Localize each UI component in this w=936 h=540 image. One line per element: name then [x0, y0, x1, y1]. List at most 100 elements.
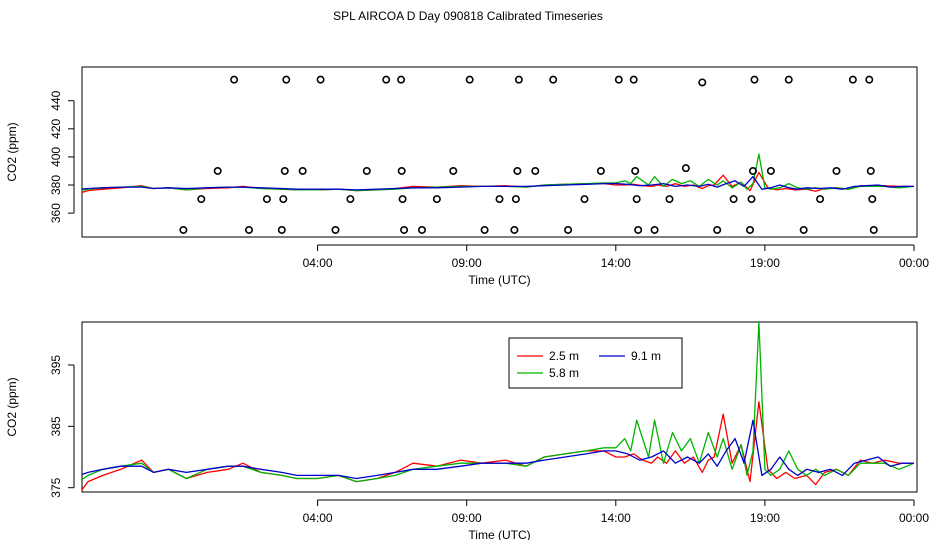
data-point	[747, 195, 756, 204]
data-point	[748, 166, 757, 175]
data-point	[432, 195, 441, 204]
data-point	[665, 195, 674, 204]
y-tick-label: 400	[49, 147, 63, 167]
data-point	[629, 75, 638, 84]
series-line-91m	[82, 419, 914, 480]
data-point	[869, 225, 878, 234]
data-point	[650, 225, 659, 234]
data-point	[179, 225, 188, 234]
x-tick-label: 19:00	[750, 256, 780, 270]
data-point	[564, 225, 573, 234]
data-point	[868, 195, 877, 204]
y-tick-label: 380	[49, 175, 63, 195]
data-point	[465, 75, 474, 84]
data-point	[745, 225, 754, 234]
x-axis-label: Time (UTC)	[468, 273, 530, 287]
data-point	[197, 195, 206, 204]
series-line-58m	[82, 153, 915, 192]
data-point	[634, 225, 643, 234]
data-point	[799, 225, 808, 234]
series-line-91m	[82, 175, 914, 191]
series-line-25m	[82, 171, 914, 194]
data-point	[449, 166, 458, 175]
legend-box	[508, 337, 683, 389]
series-group	[82, 322, 915, 491]
legend-label: 5.8 m	[549, 366, 579, 380]
data-point	[681, 164, 690, 173]
data-point	[277, 225, 286, 234]
data-point	[513, 166, 522, 175]
plot-frame	[81, 321, 918, 493]
data-point	[279, 195, 288, 204]
x-tick-label: 14:00	[601, 256, 631, 270]
data-point	[213, 166, 222, 175]
y-tick-label: 395	[49, 355, 63, 375]
data-point	[397, 166, 406, 175]
data-point	[866, 166, 875, 175]
plot-frame	[81, 66, 918, 238]
data-point	[511, 195, 520, 204]
x-tick-label: 09:00	[452, 511, 482, 525]
series-line-25m	[82, 401, 914, 491]
x-tick-label: 14:00	[601, 511, 631, 525]
data-point	[400, 225, 409, 234]
y-axis-label: CO2 (ppm)	[5, 377, 19, 436]
y-axis-label: CO2 (ppm)	[5, 122, 19, 181]
y-tick-label: 360	[49, 203, 63, 223]
series-group	[82, 153, 915, 194]
data-point	[596, 166, 605, 175]
data-point	[316, 75, 325, 84]
data-point	[280, 166, 289, 175]
bottom-panel: 04:00 09:00 14:00 19:00 00:00 Time (UTC) 375 38…	[5, 321, 929, 540]
data-point	[632, 195, 641, 204]
data-point	[398, 195, 407, 204]
y-tick-label: 420	[49, 118, 63, 138]
data-point	[230, 75, 239, 84]
data-point	[282, 75, 291, 84]
data-point	[480, 225, 489, 234]
y-tick-label: 385	[49, 416, 63, 436]
x-tick-label: 19:00	[750, 511, 780, 525]
data-point	[382, 75, 391, 84]
data-point	[362, 166, 371, 175]
top-panel: 04:00 09:00 14:00 19:00 00:00 Time (UTC) 360 38…	[5, 66, 929, 287]
x-tick-label: 00:00	[899, 511, 929, 525]
data-point	[495, 195, 504, 204]
data-point	[766, 166, 775, 175]
data-point	[331, 225, 340, 234]
x-tick-label: 00:00	[899, 256, 929, 270]
data-point	[729, 195, 738, 204]
data-point	[262, 195, 271, 204]
data-point	[531, 166, 540, 175]
data-point	[698, 78, 707, 87]
data-point	[549, 75, 558, 84]
data-point	[832, 166, 841, 175]
y-tick-label: 440	[49, 90, 63, 110]
data-point	[784, 75, 793, 84]
data-point	[397, 75, 406, 84]
data-point	[848, 75, 857, 84]
data-point	[514, 75, 523, 84]
data-point	[865, 75, 874, 84]
y-tick-label: 375	[49, 477, 63, 497]
data-point	[750, 75, 759, 84]
data-point	[346, 195, 355, 204]
data-point	[298, 166, 307, 175]
data-point	[580, 195, 589, 204]
data-point	[614, 75, 623, 84]
x-tick-label: 04:00	[303, 256, 333, 270]
data-point	[713, 225, 722, 234]
data-point	[417, 225, 426, 234]
data-point	[510, 225, 519, 234]
data-point	[816, 195, 825, 204]
legend: 2.5 m 9.1 m 5.8 m	[508, 337, 683, 389]
series-line-58m	[82, 322, 915, 483]
x-tick-label: 09:00	[452, 256, 482, 270]
legend-label: 2.5 m	[549, 349, 579, 363]
chart-title: SPL AIRCOA D Day 090818 Calibrated Times…	[333, 9, 603, 23]
x-tick-label: 04:00	[303, 511, 333, 525]
legend-label: 9.1 m	[631, 349, 661, 363]
data-point	[631, 166, 640, 175]
data-point	[245, 225, 254, 234]
